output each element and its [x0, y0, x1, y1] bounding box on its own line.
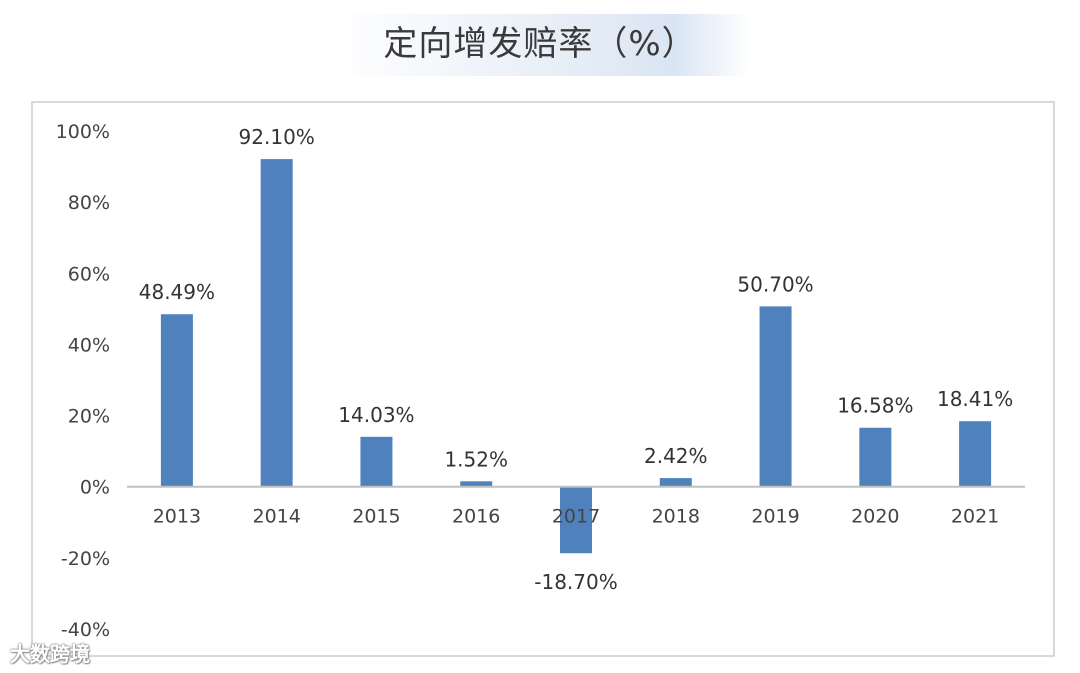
y-tick-label: 100%: [56, 121, 110, 143]
data-label-2021: 18.41%: [937, 387, 1013, 411]
title-highlight: [330, 14, 750, 76]
watermark-logo: 大数跨境: [10, 642, 90, 666]
bar-2020: [859, 427, 892, 487]
chart-frame: [31, 101, 1055, 657]
y-tick-label: -20%: [61, 548, 110, 570]
y-axis-ticks: 100% 80% 60% 40% 20% 0% -20% -40%: [56, 121, 110, 641]
x-tick-label: 2014: [252, 506, 300, 528]
bar-2015: [360, 436, 393, 487]
bar-2013: [160, 314, 193, 487]
x-tick-label: 2017: [552, 506, 600, 528]
x-tick-label: 2016: [452, 506, 500, 528]
bar-2021: [959, 421, 992, 487]
data-label-2015: 14.03%: [338, 403, 414, 427]
y-tick-label: 20%: [68, 406, 110, 428]
x-tick-label: 2015: [352, 506, 400, 528]
data-label-2020: 16.58%: [837, 394, 913, 418]
bar-2018: [659, 478, 692, 487]
data-label-2016: 1.52%: [444, 447, 508, 471]
x-tick-label: 2013: [153, 506, 201, 528]
x-tick-label: 2020: [851, 506, 899, 528]
bar-2016: [460, 481, 493, 487]
chart-title: 定向增发赔率（%）: [383, 24, 697, 64]
y-tick-label: -40%: [61, 619, 110, 641]
x-tick-label: 2019: [751, 506, 799, 528]
bars: [160, 159, 992, 554]
y-tick-label: 0%: [80, 477, 110, 499]
y-tick-label: 60%: [68, 263, 110, 285]
data-label-2017: -18.70%: [534, 570, 617, 594]
x-tick-label: 2018: [652, 506, 700, 528]
bar-2019: [759, 306, 792, 487]
y-tick-label: 40%: [68, 334, 110, 356]
data-label-2014: 92.10%: [239, 125, 315, 149]
x-axis-labels: 2013 2014 2015 2016 2017 2018 2019 2020 2021: [153, 506, 1000, 528]
data-label-2013: 48.49%: [139, 280, 215, 304]
bar-2014: [260, 159, 293, 487]
data-labels: 48.49% 92.10% 14.03% 1.52% -18.70% 2.42% 50.70…: [139, 125, 1013, 594]
data-label-2018: 2.42%: [644, 444, 708, 468]
data-label-2019: 50.70%: [737, 272, 813, 296]
y-tick-label: 80%: [68, 192, 110, 214]
x-tick-label: 2021: [951, 506, 999, 528]
bar-2017: [560, 486, 592, 554]
